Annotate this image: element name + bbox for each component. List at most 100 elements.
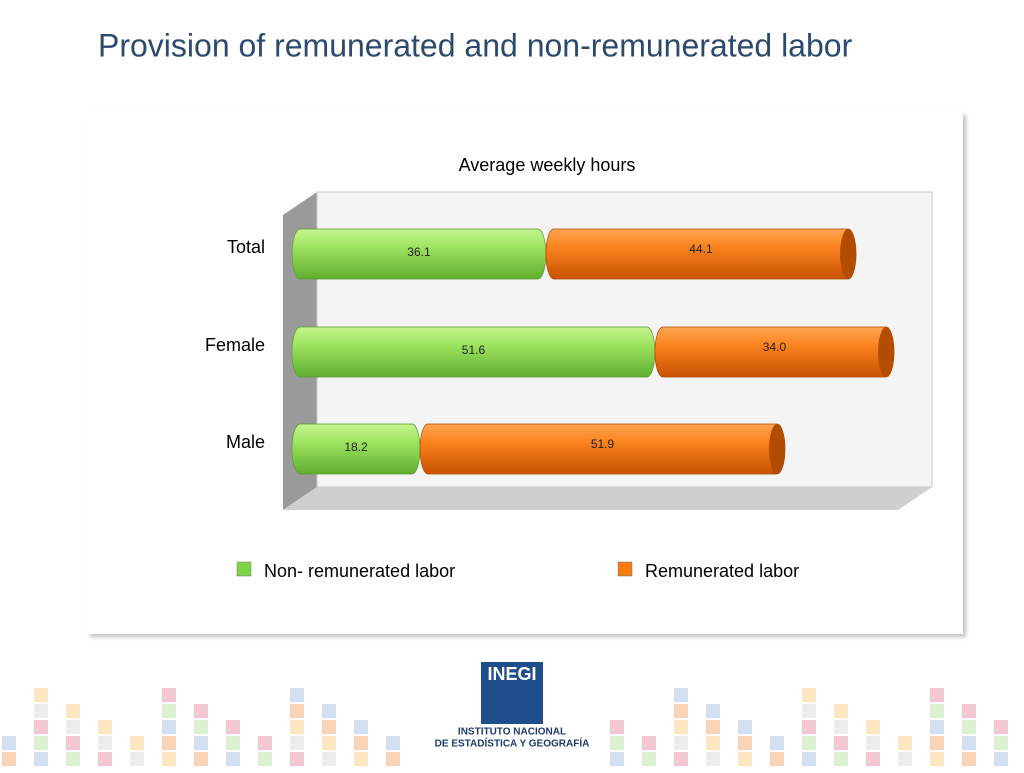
deco-square [34,720,48,734]
deco-square [258,752,272,766]
legend-label: Non- remunerated labor [264,561,455,581]
deco-square [258,736,272,750]
deco-square [802,720,816,734]
decoration [2,688,1008,766]
bar-cap [769,424,786,474]
chart-title: Average weekly hours [459,155,636,175]
deco-square [962,720,976,734]
deco-square [322,720,336,734]
deco-square [962,736,976,750]
deco-square [866,752,880,766]
deco-square [66,720,80,734]
deco-square [98,736,112,750]
deco-square [162,720,176,734]
deco-square [930,688,944,702]
deco-square [738,720,752,734]
deco-square [802,752,816,766]
deco-square [770,752,784,766]
legend-label: Remunerated labor [645,561,799,581]
legend-swatch [236,561,252,577]
deco-square [2,736,16,750]
deco-square [930,752,944,766]
deco-square [66,736,80,750]
deco-square [290,736,304,750]
deco-square [162,688,176,702]
deco-square [674,720,688,734]
deco-square [738,736,752,750]
deco-square [738,752,752,766]
deco-square [322,752,336,766]
legend-swatch [617,561,633,577]
deco-square [898,752,912,766]
deco-square [802,704,816,718]
deco-square [706,720,720,734]
value-label: 44.1 [689,242,713,256]
bar-segment [545,228,857,280]
logo-name: INEGI [487,664,536,684]
deco-square [674,704,688,718]
deco-square [674,736,688,750]
deco-square [706,736,720,750]
deco-square [706,704,720,718]
deco-square [834,704,848,718]
deco-square [610,720,624,734]
category-label: Total [227,237,265,257]
deco-square [642,736,656,750]
deco-square [962,752,976,766]
deco-square [34,688,48,702]
value-label: 51.6 [462,343,486,357]
deco-square [226,752,240,766]
deco-square [98,720,112,734]
floor [283,487,932,510]
deco-square [226,736,240,750]
deco-square [802,688,816,702]
deco-square [194,752,208,766]
deco-square [194,704,208,718]
deco-square [354,752,368,766]
deco-square [994,752,1008,766]
deco-square [930,736,944,750]
category-label: Female [205,335,265,355]
deco-square [770,736,784,750]
deco-square [866,720,880,734]
deco-square [130,736,144,750]
deco-square [290,752,304,766]
deco-square [162,752,176,766]
deco-square [34,752,48,766]
deco-square [226,720,240,734]
deco-square [290,688,304,702]
deco-square [354,736,368,750]
deco-square [834,720,848,734]
deco-square [642,752,656,766]
deco-square [98,752,112,766]
deco-square [290,720,304,734]
value-label: 36.1 [407,245,431,259]
plot: Total 36.1 44.1 Female 51.6 34.0 Male 18.2 51.9 N… [205,228,895,581]
deco-square [34,736,48,750]
deco-square [866,736,880,750]
category-label: Male [226,432,265,452]
deco-square [162,736,176,750]
deco-square [194,736,208,750]
logo: INEGI INSTITUTO NACIONAL DE ESTADÍSTICA … [435,662,589,750]
deco-square [834,736,848,750]
deco-square [674,688,688,702]
deco-square [898,736,912,750]
value-label: 18.2 [344,440,368,454]
deco-square [66,704,80,718]
slide-title: Provision of remunerated and non-remuner… [98,27,853,63]
deco-square [2,752,16,766]
deco-square [354,720,368,734]
deco-square [802,736,816,750]
deco-square [930,720,944,734]
deco-square [322,736,336,750]
deco-square [610,736,624,750]
deco-square [34,704,48,718]
bar-cap [840,229,857,279]
deco-square [386,736,400,750]
value-label: 51.9 [591,437,615,451]
deco-square [194,720,208,734]
deco-square [290,704,304,718]
deco-square [322,704,336,718]
logo-line: INSTITUTO NACIONAL [458,727,566,738]
